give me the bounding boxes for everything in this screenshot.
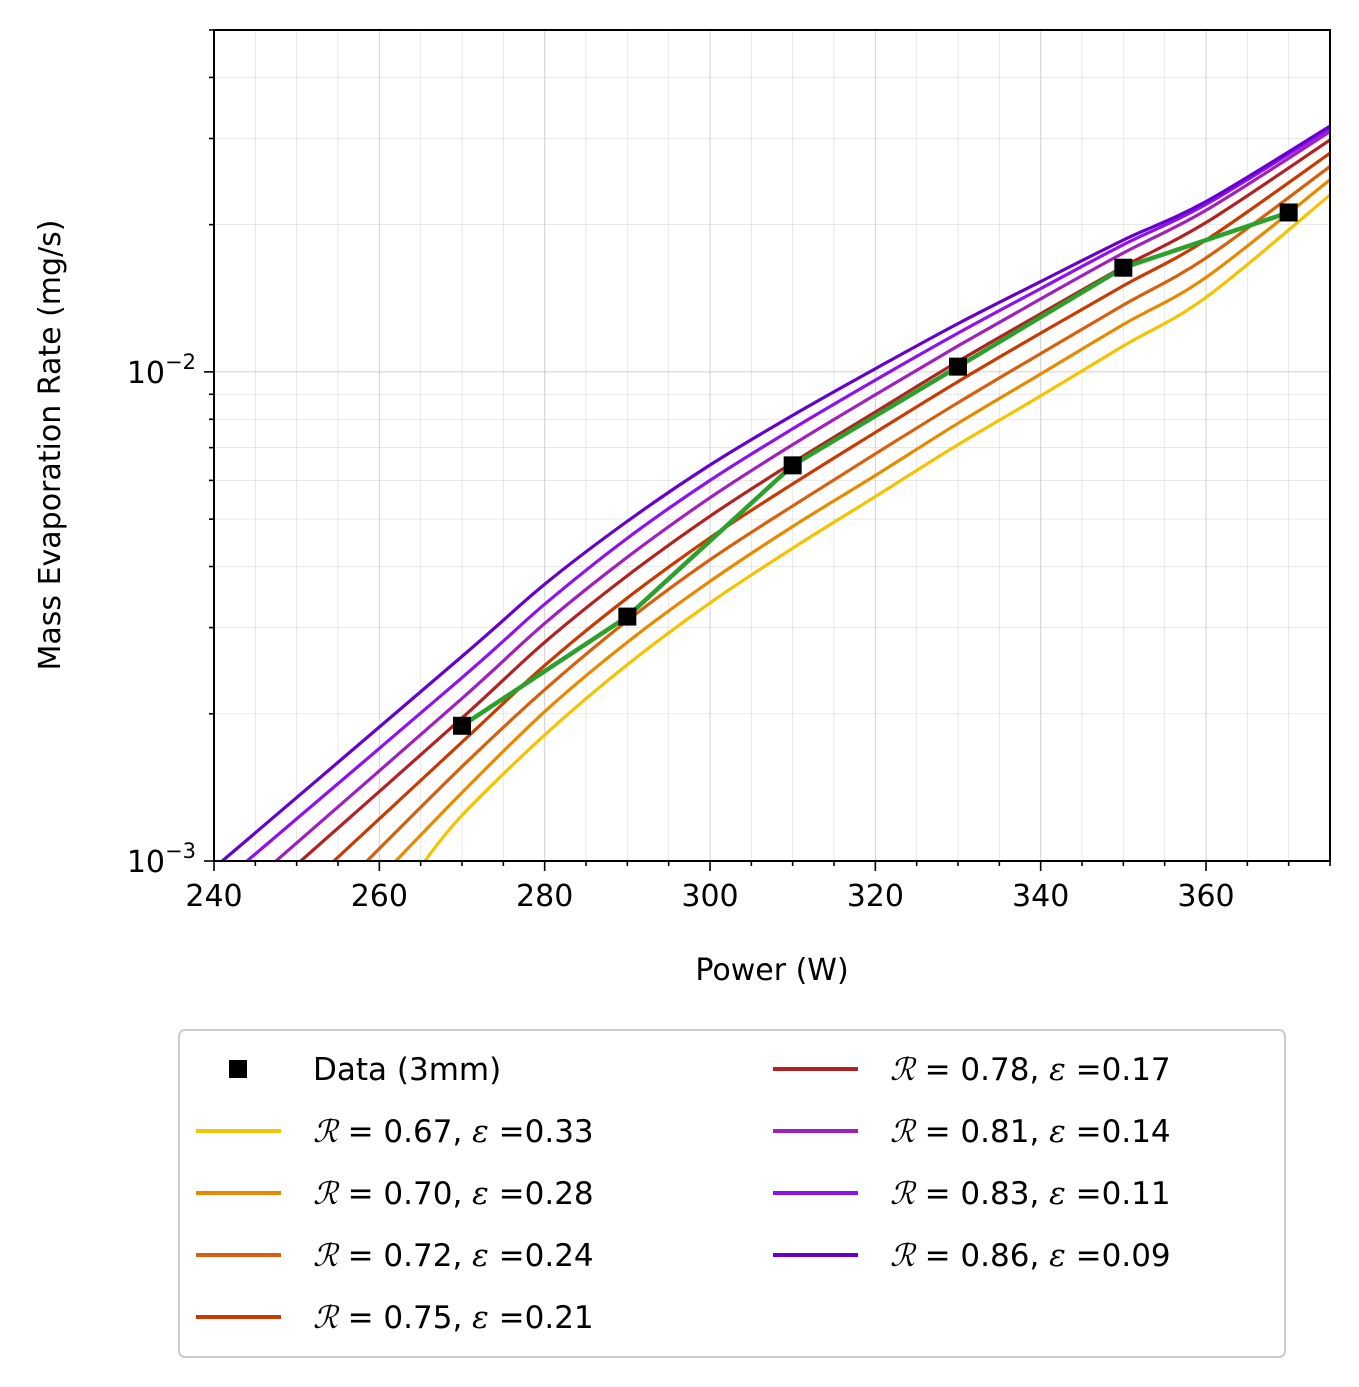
legend-item: ℛ = 0.75, ε =0.21 bbox=[196, 1300, 594, 1336]
legend-label: ℛ = 0.75, ε =0.21 bbox=[313, 1300, 594, 1336]
legend-box bbox=[178, 1029, 1286, 1358]
plot-frame bbox=[213, 29, 1331, 862]
model-curve-r-0.72 bbox=[365, 165, 1330, 861]
legend-item: ℛ = 0.70, ε =0.28 bbox=[196, 1176, 594, 1212]
legend-label: Data (3mm) bbox=[313, 1052, 501, 1088]
legend-label: ℛ = 0.72, ε =0.24 bbox=[313, 1238, 594, 1274]
x-tick-label: 260 bbox=[351, 879, 408, 914]
x-tick-label: 360 bbox=[1177, 879, 1234, 914]
x-tick-label: 240 bbox=[185, 879, 242, 914]
data-point bbox=[618, 607, 637, 626]
data-point bbox=[949, 357, 967, 376]
model-curve-r-0.86 bbox=[221, 124, 1330, 861]
legend-item: Data (3mm) bbox=[229, 1052, 501, 1088]
y-tick-label: 10−2 bbox=[127, 350, 196, 391]
model-curve-r-0.78 bbox=[299, 138, 1330, 861]
model-curve-r-0.67 bbox=[423, 193, 1330, 861]
legend-item: ℛ = 0.67, ε =0.33 bbox=[196, 1114, 594, 1150]
model-curve-r-0.81 bbox=[274, 130, 1330, 861]
legend: Data (3mm) ℛ = 0.67, ε =0.33 ℛ = 0.70, ε =… bbox=[178, 1029, 1286, 1358]
legend-label: ℛ = 0.86, ε =0.09 bbox=[890, 1238, 1171, 1274]
legend-item: ℛ = 0.86, ε =0.09 bbox=[773, 1238, 1171, 1274]
data-point bbox=[783, 456, 802, 475]
plot-background bbox=[214, 30, 1330, 861]
legend-item: ℛ = 0.78, ε =0.17 bbox=[773, 1052, 1171, 1088]
legend-label: ℛ = 0.83, ε =0.11 bbox=[890, 1176, 1171, 1212]
data-connect-line bbox=[460, 210, 1290, 728]
legend-item: ℛ = 0.83, ε =0.11 bbox=[773, 1176, 1171, 1212]
data-point bbox=[1114, 258, 1133, 277]
data-point bbox=[453, 716, 471, 735]
x-axis-label: Power (W) bbox=[695, 953, 848, 988]
legend-marker bbox=[229, 1060, 247, 1078]
x-tick-label: 340 bbox=[1012, 879, 1069, 914]
x-tick-label: 280 bbox=[516, 879, 573, 914]
legend-label: ℛ = 0.78, ε =0.17 bbox=[890, 1052, 1171, 1088]
y-tick-label: 10−3 bbox=[127, 839, 196, 880]
x-tick-label: 300 bbox=[681, 879, 738, 914]
model-curve-r-0.70 bbox=[394, 178, 1330, 861]
y-axis-label: Mass Evaporation Rate (mg/s) bbox=[33, 219, 68, 670]
legend-item: ℛ = 0.72, ε =0.24 bbox=[196, 1238, 594, 1274]
legend-label: ℛ = 0.70, ε =0.28 bbox=[313, 1176, 594, 1212]
data-point bbox=[1279, 203, 1298, 222]
legend-item: ℛ = 0.81, ε =0.14 bbox=[773, 1114, 1171, 1150]
legend-label: ℛ = 0.81, ε =0.14 bbox=[890, 1114, 1171, 1150]
x-tick-label: 320 bbox=[847, 879, 904, 914]
legend-label: ℛ = 0.67, ε =0.33 bbox=[313, 1114, 594, 1150]
model-curve-r-0.83 bbox=[246, 126, 1330, 861]
data-layer bbox=[453, 203, 1298, 735]
ticks: 240 260 280 300 320 340 360 10−3 10−2 bbox=[127, 29, 1331, 914]
